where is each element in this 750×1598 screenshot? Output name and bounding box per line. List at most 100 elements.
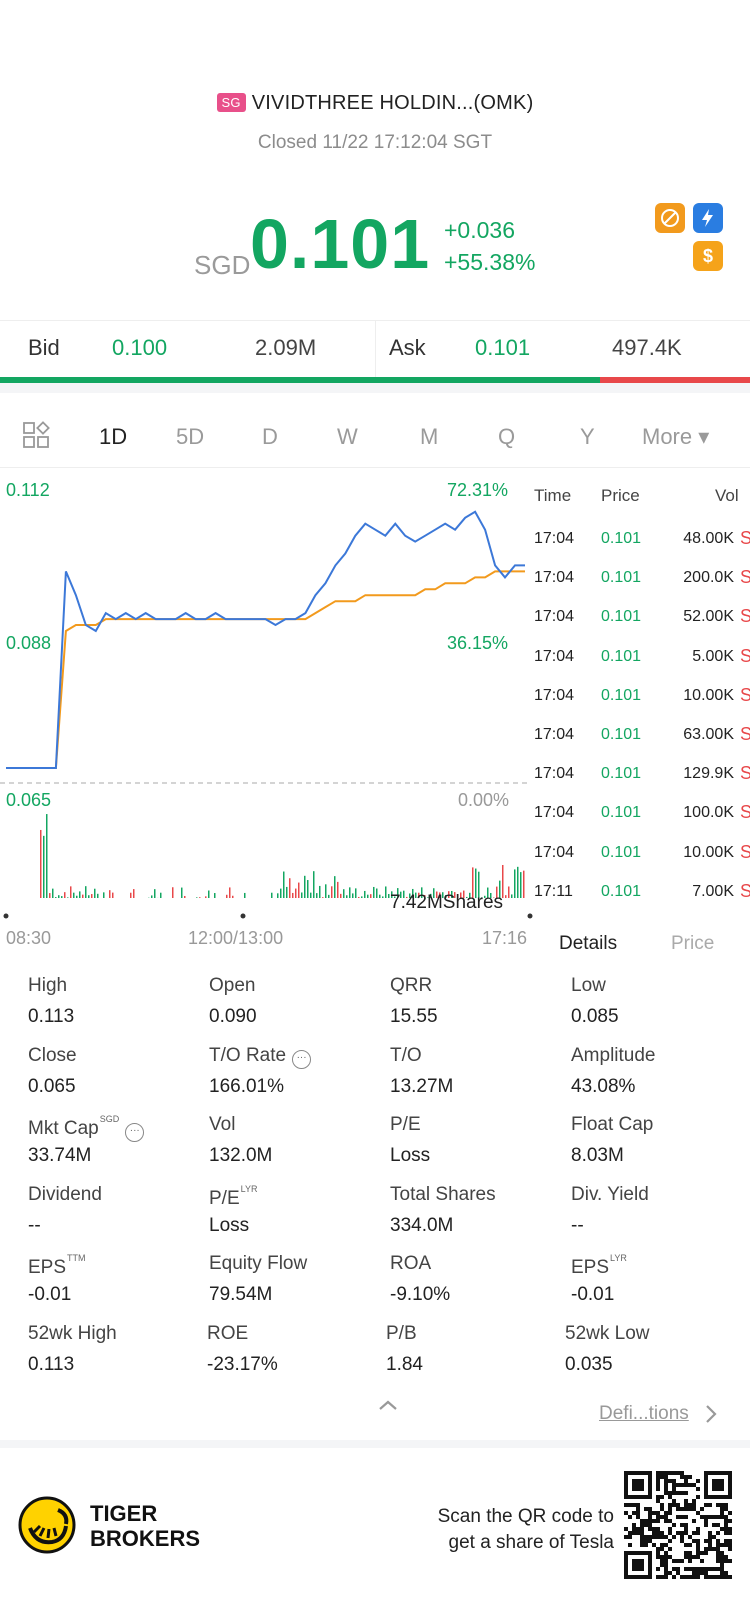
stat-value: 132.0M	[209, 1145, 273, 1166]
stat-value: 43.08%	[571, 1075, 636, 1097]
stat-label: T/O	[390, 1044, 422, 1066]
volume-bar	[172, 887, 174, 898]
stat-label: 52wk High	[28, 1322, 117, 1344]
bid-ratio-bar	[0, 377, 600, 383]
volume-bar	[523, 870, 525, 898]
no-short-icon[interactable]	[655, 203, 685, 233]
info-icon[interactable]: ···	[125, 1123, 145, 1142]
col-time: Time	[534, 486, 572, 505]
volume-bar	[436, 891, 438, 898]
volume-bar	[421, 887, 423, 898]
stat-label: 52wk Low	[565, 1322, 650, 1344]
stat-label: P/B	[386, 1322, 417, 1344]
volume-bar	[388, 893, 390, 898]
volume-bar	[349, 887, 351, 898]
price-change: +0.036 +55.38%	[444, 214, 535, 278]
tab-more[interactable]: More ▾	[642, 424, 710, 449]
volume-bar	[502, 864, 504, 898]
stat-label: P/E	[390, 1114, 421, 1135]
volume-bar	[460, 892, 462, 898]
stat-superscript: TTM	[67, 1253, 86, 1263]
trade-price: 0.101	[601, 686, 642, 704]
tab-m[interactable]: M	[420, 424, 439, 449]
dollar-icon[interactable]: $	[693, 241, 723, 271]
volume-bar	[55, 897, 57, 898]
volume-bar	[340, 893, 342, 898]
volume-bar	[292, 892, 294, 898]
tiger-logo-icon	[18, 1496, 76, 1559]
volume-bar	[295, 888, 297, 898]
trade-price: 0.101	[601, 765, 642, 783]
x-end-label: 17:16	[482, 928, 528, 948]
tab-w[interactable]: W	[337, 424, 358, 449]
period-tabs: 1D 5D D W M Q Y More ▾	[0, 410, 750, 468]
volume-bar	[487, 887, 489, 898]
trade-side: S	[739, 684, 750, 705]
volume-bar	[343, 889, 345, 898]
market-status: Closed 11/22 17:12:04 SGT	[257, 132, 493, 153]
volume-bar	[301, 892, 303, 898]
stat-label: ROA	[390, 1253, 432, 1274]
chevron-right-icon[interactable]	[704, 1403, 718, 1430]
stat-label: Open	[209, 975, 256, 996]
tab-1d[interactable]: 1D	[99, 424, 128, 449]
volume-bar	[88, 895, 90, 898]
volume-bar	[463, 890, 465, 898]
stat-label: EPSLYR	[571, 1253, 627, 1278]
volume-label: 7.42MShares	[390, 892, 504, 913]
tab-q[interactable]: Q	[498, 424, 516, 449]
trade-side: S	[739, 645, 750, 666]
volume-bar	[352, 893, 354, 898]
volume-bar	[475, 868, 477, 898]
volume-bar	[412, 888, 414, 898]
stat-value: -0.01	[571, 1284, 615, 1305]
volume-bar	[397, 888, 399, 898]
tab-d[interactable]: D	[262, 424, 278, 449]
volume-bar	[454, 892, 456, 898]
stat-label: P/ELYR	[209, 1183, 258, 1209]
volume-bar	[403, 890, 405, 898]
y-high-label: 0.112	[6, 480, 50, 500]
collapse-chevron-icon[interactable]	[377, 1398, 399, 1417]
volume-bar	[283, 871, 285, 898]
trade-side: S	[739, 567, 750, 588]
trade-vol: 100.0K	[683, 804, 734, 822]
volume-bar	[304, 875, 306, 898]
stat-value: 0.113	[28, 1006, 75, 1027]
pct-mid-label: 36.15%	[447, 633, 509, 653]
volume-bar	[52, 888, 54, 898]
volume-bar	[310, 892, 312, 898]
intraday-chart[interactable]	[0, 468, 535, 928]
tab-5d[interactable]: 5D	[176, 424, 205, 449]
stat-value: Loss	[390, 1145, 431, 1166]
trade-row: 17:04 0.101 129.9K S	[534, 763, 750, 805]
trade-time: 17:11	[534, 882, 573, 900]
volume-bar	[43, 835, 45, 898]
stat-value: 33.74M	[28, 1145, 92, 1166]
trade-row: 17:04 0.101 10.00K S	[534, 684, 750, 727]
stock-name: VIVIDTHREE HOLDIN...(OMK)	[251, 92, 534, 114]
lightning-icon[interactable]	[693, 203, 723, 233]
info-icon[interactable]: ···	[292, 1049, 312, 1069]
promo-text: Scan the QR code to get a share of Tesla	[438, 1504, 614, 1556]
volume-bar	[322, 897, 324, 898]
stock-title: SG VIVIDTHREE HOLDIN...(OMK)	[0, 92, 750, 115]
trade-vol: 52.00K	[683, 608, 734, 626]
axis-dot-mid	[240, 913, 246, 919]
volume-bar	[385, 886, 387, 898]
pct-high-label: 72.31%	[447, 480, 509, 500]
volume-bar	[91, 894, 93, 898]
volume-bar	[316, 893, 318, 898]
promo-footer: TIGER BROKERS Scan the QR code to get a …	[0, 1448, 750, 1598]
tab-y[interactable]: Y	[580, 424, 595, 449]
volume-bar	[325, 884, 327, 898]
stat-label: EPSTTM	[28, 1253, 86, 1278]
axis-dot-end	[527, 913, 533, 919]
trade-row: 17:04 0.101 10.00K S	[534, 842, 750, 884]
tab-price[interactable]: Price	[671, 933, 715, 954]
layout-grid-icon[interactable]	[22, 420, 52, 455]
definitions-link[interactable]: Defi...tions	[599, 1403, 689, 1424]
bid-label: Bid	[28, 335, 60, 360]
volume-bar	[409, 893, 411, 898]
tab-details[interactable]: Details	[559, 933, 618, 954]
